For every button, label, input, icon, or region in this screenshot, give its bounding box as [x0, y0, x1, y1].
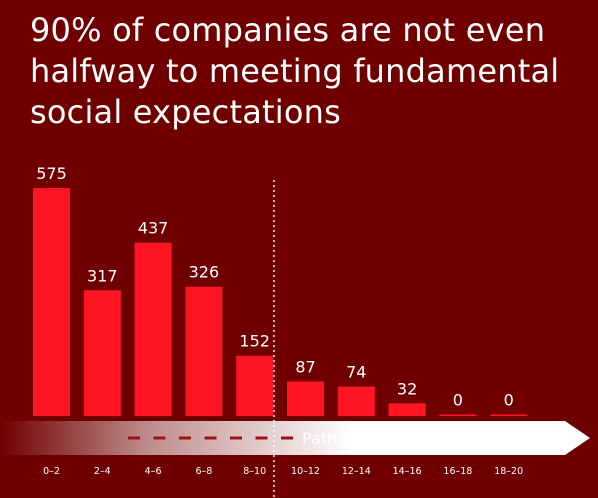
value-label-6: 87	[295, 358, 315, 377]
arrow-annotation: Path to a social transformation	[302, 429, 548, 448]
x-tick-label-4: 6–8	[195, 466, 212, 477]
x-tick-label-8: 14–16	[393, 466, 422, 477]
bar-3	[134, 242, 172, 416]
value-label-7: 74	[346, 363, 366, 382]
bar-8	[388, 403, 426, 416]
x-tick-label-10: 18–20	[494, 466, 523, 477]
value-label-9: 0	[453, 391, 463, 410]
bar-9	[439, 414, 477, 416]
value-label-8: 32	[397, 379, 417, 398]
bar-4	[185, 286, 223, 416]
x-tick-labels-group: 0–2 2–4 4–6 6–8 8–10 10–12 12–14 14–16 16–18 18–2…	[43, 466, 523, 477]
bar-1	[33, 188, 70, 416]
bars-group	[33, 188, 528, 416]
bar-6	[287, 381, 324, 416]
value-label-5: 152	[239, 332, 270, 351]
value-label-10: 0	[504, 391, 514, 410]
value-label-1: 575	[36, 164, 67, 183]
transformation-arrow: Path to a social transformation	[0, 421, 590, 455]
x-tick-label-6: 10–12	[291, 466, 320, 477]
x-tick-label-9: 16–18	[443, 466, 472, 477]
x-tick-label-5: 8–10	[243, 466, 266, 477]
x-tick-label-3: 4–6	[145, 466, 162, 477]
value-label-3: 437	[138, 219, 169, 238]
chart-title: 90% of companies are not even halfway to…	[30, 11, 560, 131]
value-label-2: 317	[87, 266, 118, 285]
x-tick-label-2: 2–4	[94, 466, 111, 477]
bar-7	[337, 386, 375, 416]
bar-5	[236, 355, 274, 416]
value-labels-group: 575 317 437 326 152 87 74 32 0 0	[36, 164, 514, 410]
bar-2	[83, 290, 121, 416]
x-tick-label-7: 12–14	[342, 466, 371, 477]
x-tick-label-1: 0–2	[43, 466, 60, 477]
value-label-4: 326	[189, 263, 220, 282]
arrow-shape	[0, 421, 590, 455]
bar-10	[490, 414, 528, 416]
